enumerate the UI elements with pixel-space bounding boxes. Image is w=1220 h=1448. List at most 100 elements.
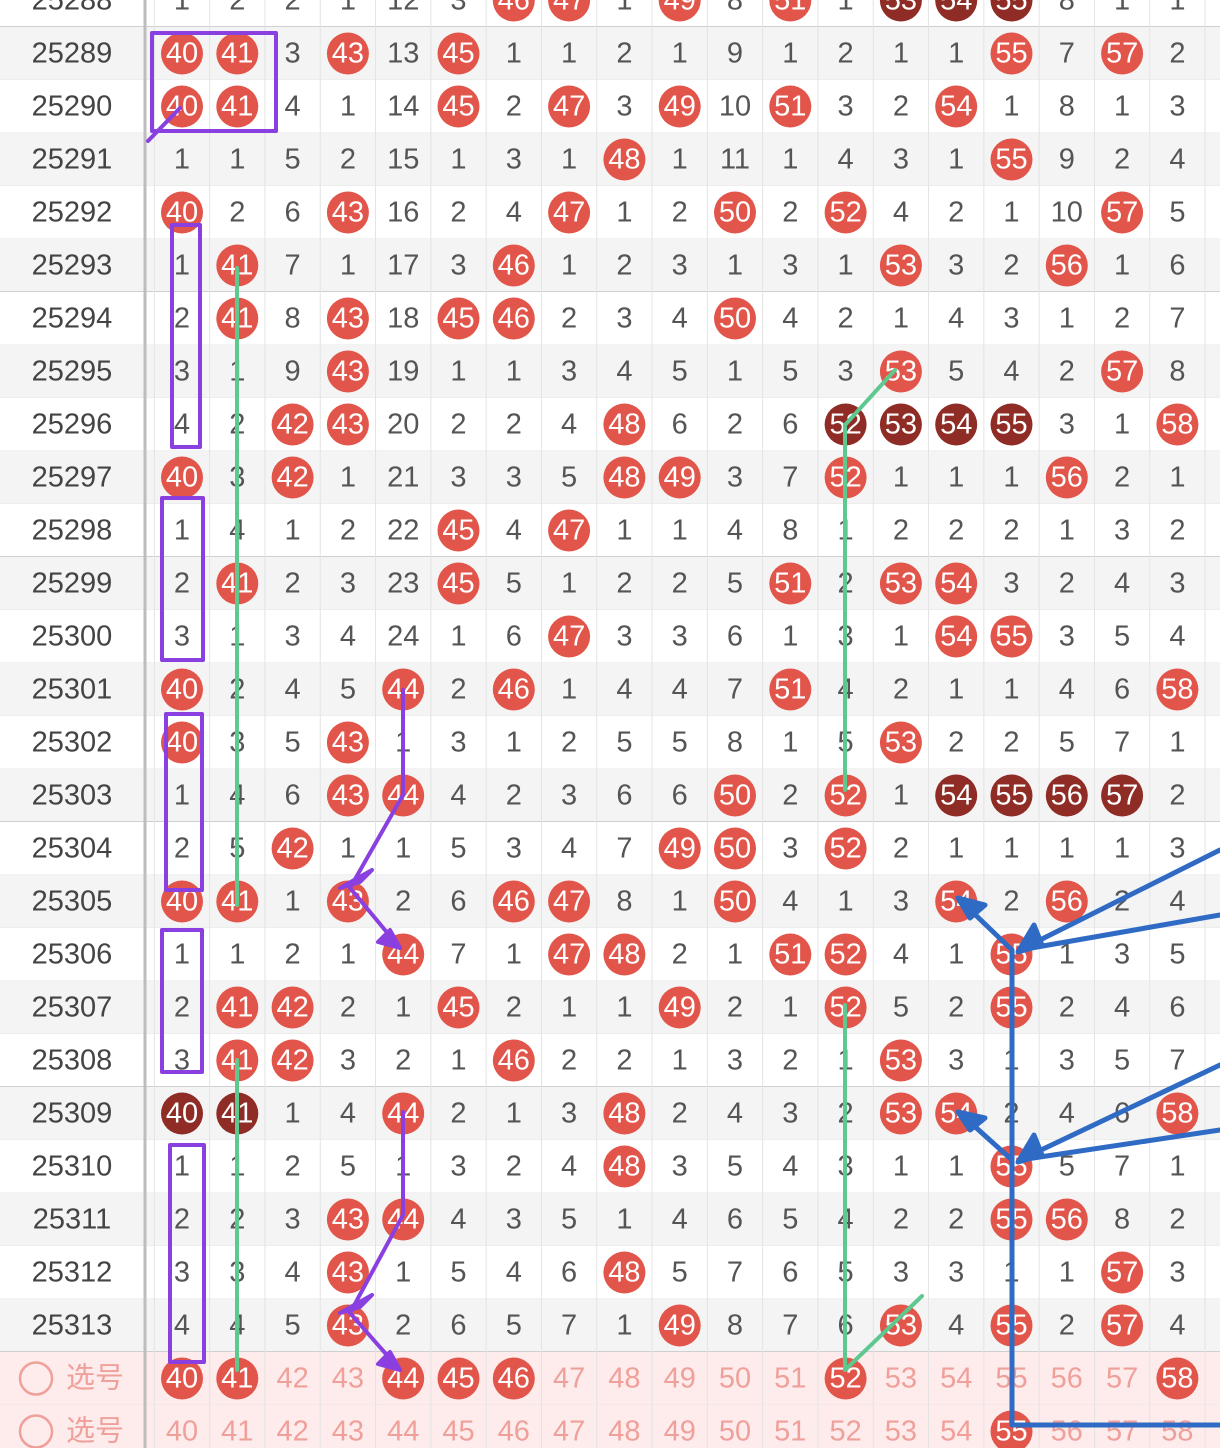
cell-number: 5 — [561, 462, 577, 494]
ball-number: 55 — [995, 144, 1027, 176]
ball-number: 57 — [1106, 1257, 1138, 1289]
cell-number: 3 — [1059, 621, 1075, 653]
cell-number: 7 — [782, 1310, 798, 1342]
ball — [326, 191, 369, 234]
cell-number: 1 — [506, 1098, 522, 1130]
cell-number: 2 — [174, 1204, 190, 1236]
cell-number: 22 — [387, 515, 419, 547]
cell-number: 4 — [285, 91, 301, 123]
ball — [216, 85, 259, 128]
green-marks — [235, 266, 924, 1372]
cell-number: 3 — [838, 356, 854, 388]
ball — [990, 0, 1033, 22]
cell-number: 17 — [387, 250, 419, 282]
ball-number: 47 — [553, 939, 585, 971]
cell-number: 2 — [450, 409, 466, 441]
ball — [658, 0, 701, 22]
cell-number: 1 — [1169, 462, 1185, 494]
cell-number: 2 — [1003, 515, 1019, 547]
ball-number: 40 — [166, 38, 198, 70]
ball-number: 51 — [774, 568, 806, 600]
cell-number: 3 — [450, 462, 466, 494]
ball-number: 45 — [442, 303, 474, 335]
cell-number: 8 — [285, 303, 301, 335]
ball — [879, 0, 922, 22]
ball-number: 52 — [829, 939, 861, 971]
cell-number: 6 — [782, 409, 798, 441]
cell-number: 3 — [672, 621, 688, 653]
ball-number: 43 — [332, 1204, 364, 1236]
row-label: 25311 — [33, 1204, 112, 1236]
cell-number: 43 — [332, 1416, 364, 1448]
cell-number: 8 — [727, 0, 743, 17]
cell-number: 8 — [616, 886, 632, 918]
ball-number: 48 — [608, 1098, 640, 1130]
cell-number: 2 — [174, 303, 190, 335]
box — [160, 496, 205, 662]
cell-number: 5 — [340, 674, 356, 706]
ball-number: 57 — [1106, 356, 1138, 388]
cell-number: 1 — [506, 38, 522, 70]
cell-number: 3 — [1003, 568, 1019, 600]
row-label: 25304 — [32, 833, 113, 865]
ball — [271, 456, 314, 499]
cell-number: 6 — [727, 621, 743, 653]
ball — [437, 297, 480, 340]
ball-number: 43 — [332, 356, 364, 388]
cell-number: 2 — [1114, 144, 1130, 176]
ball — [824, 1357, 867, 1400]
ball — [326, 297, 369, 340]
cell-number: 40 — [166, 1416, 198, 1448]
cell-number: 2 — [450, 1098, 466, 1130]
cell-number: 3 — [782, 1098, 798, 1130]
cell-number: 1 — [561, 674, 577, 706]
ball-number: 48 — [608, 939, 640, 971]
cell-number: 2 — [340, 515, 356, 547]
row-label: 25296 — [32, 409, 113, 441]
cell-number: 54 — [940, 1363, 972, 1395]
ball — [1101, 1304, 1144, 1347]
cell-number: 1 — [1003, 833, 1019, 865]
cell-number: 20 — [387, 409, 419, 441]
ball — [990, 774, 1033, 817]
row-label: 25294 — [32, 303, 113, 335]
ball-number: 41 — [221, 38, 253, 70]
row-label: 25313 — [32, 1310, 113, 1342]
ball — [935, 403, 978, 446]
row-label: 25292 — [32, 197, 113, 229]
cell-number: 3 — [506, 833, 522, 865]
cell-number: 4 — [782, 303, 798, 335]
cell-number: 1 — [1114, 409, 1130, 441]
ball-number: 51 — [774, 0, 806, 17]
cell-number: 3 — [782, 833, 798, 865]
ball — [271, 1039, 314, 1082]
cell-number: 5 — [1114, 1045, 1130, 1077]
ball — [990, 32, 1033, 75]
ball-number: 50 — [719, 303, 751, 335]
ball-number: 45 — [442, 515, 474, 547]
cell-number: 2 — [616, 568, 632, 600]
ball — [935, 562, 978, 605]
cell-number: 53 — [885, 1416, 917, 1448]
cell-number: 2 — [948, 197, 964, 229]
cell-number: 8 — [1059, 0, 1075, 17]
row-bg — [0, 663, 1220, 716]
ball — [326, 1198, 369, 1241]
cell-number: 3 — [506, 1204, 522, 1236]
cell-number: 2 — [672, 939, 688, 971]
cell-number: 3 — [838, 91, 854, 123]
cell-number: 5 — [340, 1151, 356, 1183]
ball — [603, 138, 646, 181]
cell-number: 1 — [672, 144, 688, 176]
cell-number: 1 — [1114, 833, 1130, 865]
ball-number: 54 — [940, 621, 972, 653]
ball — [603, 1251, 646, 1294]
cell-number: 2 — [1059, 568, 1075, 600]
cell-number: 3 — [340, 568, 356, 600]
cell-number: 4 — [782, 886, 798, 918]
cell-number: 1 — [285, 886, 301, 918]
ball-number: 56 — [1051, 462, 1083, 494]
ball — [1101, 350, 1144, 393]
ball — [1156, 1092, 1199, 1135]
